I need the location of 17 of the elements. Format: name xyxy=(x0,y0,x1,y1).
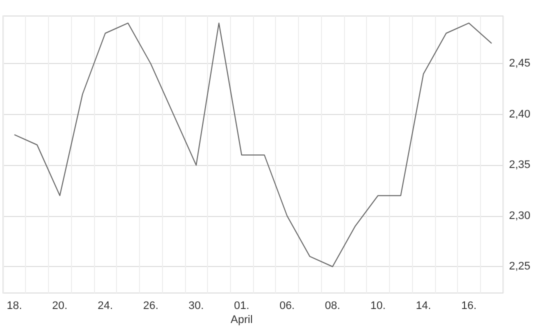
x-tick-label: 06. xyxy=(279,300,295,312)
x-tick-label: 26. xyxy=(143,300,158,312)
x-tick-label: 20. xyxy=(52,300,68,312)
x-tick-label: 16. xyxy=(461,300,477,312)
x-tick-label: 10. xyxy=(370,300,386,312)
x-tick-label: 30. xyxy=(188,300,204,312)
line-series xyxy=(14,22,492,268)
y-tick-label: 2,40 xyxy=(509,108,530,120)
y-tick-label: 2,35 xyxy=(509,159,530,172)
y-tick-label: 2,45 xyxy=(509,58,530,70)
x-tick-label: 24. xyxy=(98,300,113,312)
x-tick-label: 08. xyxy=(324,300,340,312)
x-tick-label: 18. xyxy=(6,300,22,312)
x-tick-label: 14. xyxy=(416,300,432,312)
y-tick-label: 2,25 xyxy=(509,260,530,273)
y-tick-label: 2,30 xyxy=(509,210,530,222)
x-tick-label: 01. April xyxy=(230,300,253,326)
